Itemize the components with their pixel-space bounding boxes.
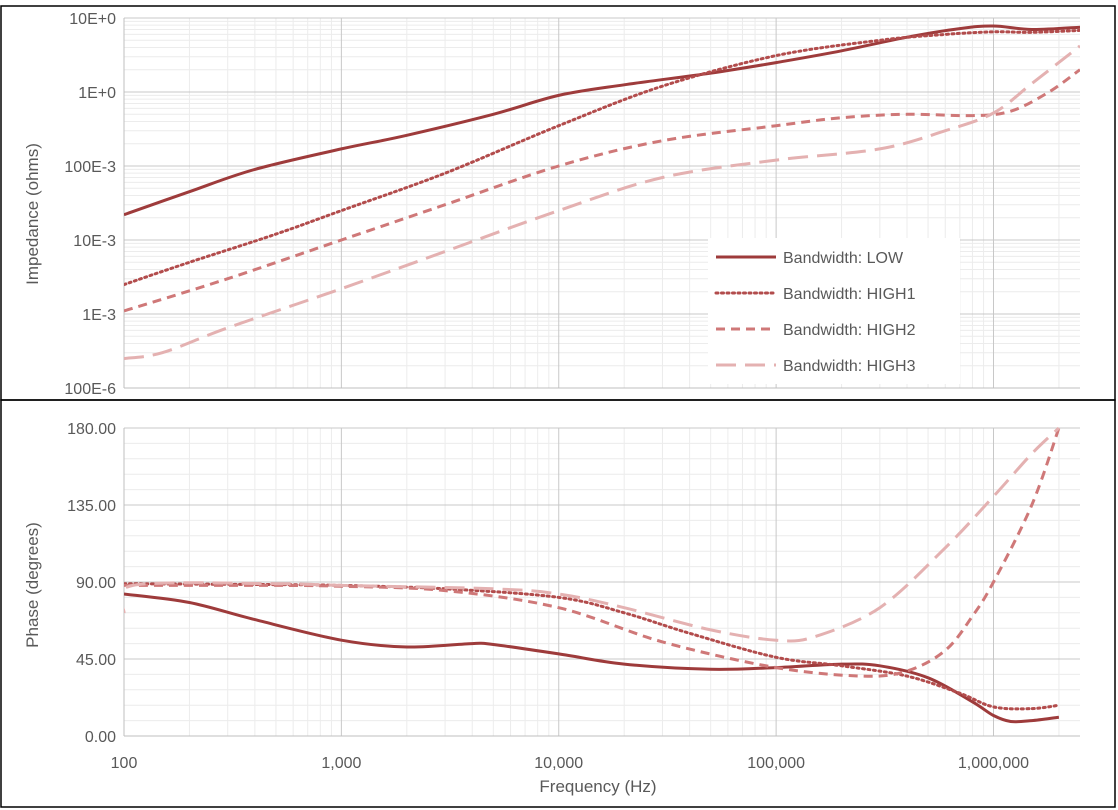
impedance-series-line — [124, 68, 1080, 313]
legend: Bandwidth: LOW Bandwidth: HIGH1 Bandwidth:… — [708, 238, 960, 384]
impedance-series-line — [124, 28, 1080, 287]
x-axis-label: Frequency (Hz) — [539, 777, 656, 796]
phase-x-tick-labels: 100 1,000 10,000 100,000 1,000,000 — [111, 755, 1030, 772]
impedance-panel: 100E-6 1E-3 10E-3 100E-3 1E+0 10E+0 Impedance… — [0, 5, 1116, 401]
impedance-y-tick-label: 1E-3 — [82, 307, 116, 324]
legend-label: Bandwidth: HIGH2 — [783, 322, 916, 339]
impedance-y-tick-label: 1E+0 — [78, 85, 116, 102]
phase-panel-frame — [0, 399, 1116, 808]
phase-y-tick-label: 135.00 — [67, 498, 116, 515]
impedance-y-tick-labels: 100E-6 1E-3 10E-3 100E-3 1E+0 10E+0 — [64, 11, 116, 398]
legend-label: Bandwidth: HIGH1 — [783, 286, 916, 303]
phase-y-tick-label: 45.00 — [76, 652, 116, 669]
phase-series-line — [124, 592, 1060, 724]
impedance-series-line — [124, 24, 1080, 217]
phase-y-tick-label: 90.00 — [76, 575, 116, 592]
phase-grid — [123, 427, 1080, 737]
phase-series-line — [124, 426, 1060, 643]
phase-x-tick-label: 100,000 — [747, 755, 805, 772]
impedance-series — [124, 24, 1080, 361]
phase-x-tick-label: 10,000 — [534, 755, 583, 772]
phase-x-tick-label: 1,000 — [321, 755, 361, 772]
phase-y-axis-label: Phase (degrees) — [23, 522, 42, 648]
phase-series — [124, 426, 1061, 724]
phase-y-tick-labels: 0.00 45.00 90.00 135.00 180.00 — [67, 421, 116, 746]
impedance-series-line — [124, 44, 1080, 361]
impedance-y-tick-label: 10E+0 — [69, 11, 116, 28]
impedance-y-tick-label: 10E-3 — [73, 233, 116, 250]
legend-label: Bandwidth: HIGH3 — [783, 358, 916, 375]
impedance-y-tick-label: 100E-3 — [64, 159, 116, 176]
phase-x-tick-label: 100 — [111, 755, 138, 772]
legend-background — [708, 238, 960, 384]
phase-x-tick-label: 1,000,000 — [958, 755, 1029, 772]
phase-panel: 0.00 45.00 90.00 135.00 180.00 100 1,000 10,00… — [0, 399, 1116, 808]
impedance-y-tick-label: 100E-6 — [64, 381, 116, 398]
impedance-grid — [123, 17, 1080, 389]
legend-label: Bandwidth: LOW — [783, 250, 904, 267]
phase-y-tick-label: 180.00 — [67, 421, 116, 438]
impedance-y-axis-label: Impedance (ohms) — [23, 143, 42, 285]
phase-y-tick-label: 0.00 — [85, 729, 116, 746]
